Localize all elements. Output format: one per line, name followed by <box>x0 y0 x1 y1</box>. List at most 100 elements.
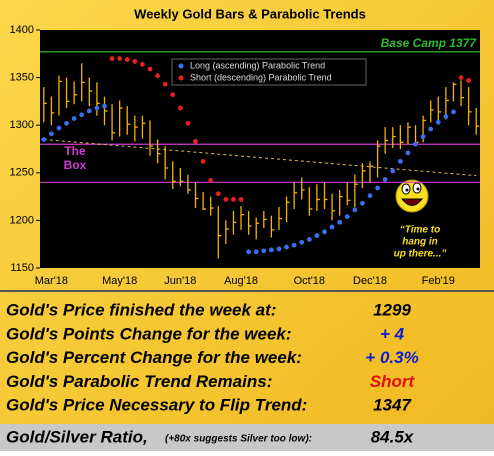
parabolic-dot <box>41 137 47 142</box>
parabolic-dot <box>79 112 85 118</box>
y-tick-label: 1150 <box>10 262 34 274</box>
summary-label: Gold's Price finished the week at: <box>6 300 276 319</box>
parabolic-dot <box>124 57 130 62</box>
callout: hang in <box>402 237 438 248</box>
ratio-note: (+80x suggests Silver too low): <box>165 434 312 445</box>
parabolic-dot <box>71 116 77 121</box>
parabolic-dot <box>390 168 396 174</box>
summary-value: + 4 <box>380 324 405 343</box>
parabolic-dot <box>420 134 426 140</box>
ratio-value: 84.5x <box>371 427 415 446</box>
parabolic-dot <box>413 141 418 147</box>
parabolic-dot <box>140 61 145 67</box>
parabolic-dot <box>314 233 320 239</box>
parabolic-dot <box>231 197 236 202</box>
parabolic-dot <box>162 81 168 87</box>
parabolic-dot <box>428 126 434 132</box>
summary-value: + 0.3% <box>365 348 418 367</box>
parabolic-dot <box>109 56 115 61</box>
parabolic-dot <box>451 109 456 115</box>
callout: up there...” <box>394 249 447 260</box>
y-tick-label: 1250 <box>10 167 34 179</box>
x-tick-label: Feb'19 <box>422 275 455 287</box>
trend-line <box>43 138 477 177</box>
summary-value: Short <box>370 372 416 391</box>
parabolic-dot <box>329 224 335 230</box>
parabolic-dot <box>443 114 449 120</box>
x-tick-label: Dec'18 <box>353 275 387 287</box>
parabolic-dot <box>276 246 282 252</box>
parabolic-dot <box>147 66 153 72</box>
parabolic-dot <box>56 125 62 131</box>
parabolic-dot <box>246 249 252 255</box>
parabolic-dot <box>382 177 388 182</box>
x-tick-label: Mar'18 <box>35 275 68 287</box>
parabolic-dot <box>375 185 380 191</box>
callout: “Time to <box>400 225 440 236</box>
summary-value: 1347 <box>373 396 412 415</box>
parabolic-dot <box>344 214 350 219</box>
divider <box>0 290 494 292</box>
reference-label: Base Camp 1377 <box>381 36 478 50</box>
parabolic-dot <box>352 207 358 213</box>
parabolic-dot <box>268 247 274 253</box>
summary-label: Gold's Parabolic Trend Remains: <box>6 372 272 391</box>
parabolic-dot <box>299 239 305 245</box>
parabolic-dot <box>306 237 312 242</box>
parabolic-dot <box>117 56 123 61</box>
summary-label: Gold's Points Change for the week: <box>6 324 292 343</box>
parabolic-dot <box>458 75 464 80</box>
parabolic-dot <box>185 120 191 126</box>
parabolic-dot <box>253 249 259 255</box>
parabolic-dot <box>102 103 107 109</box>
parabolic-dot <box>193 138 198 144</box>
x-tick-label: Oct'18 <box>294 275 325 287</box>
parabolic-dot <box>48 131 54 137</box>
y-tick-label: 1200 <box>10 214 34 226</box>
legend-box <box>171 58 367 86</box>
x-tick-label: Aug'18 <box>224 275 258 287</box>
parabolic-dot <box>322 229 327 235</box>
parabolic-dot <box>405 150 411 156</box>
parabolic-dot <box>435 119 441 125</box>
parabolic-dot <box>466 78 472 83</box>
summary-label: Gold's Percent Change for the week: <box>6 348 302 367</box>
parabolic-dot <box>284 244 289 250</box>
chart-title: Weekly Gold Bars & Parabolic Trends <box>134 6 366 21</box>
parabolic-dot <box>177 105 183 111</box>
summary-value: 1299 <box>373 300 411 319</box>
parabolic-dot <box>155 73 160 79</box>
smiley <box>395 179 429 213</box>
box-label: Box <box>64 158 87 172</box>
ratio-band <box>0 424 494 451</box>
parabolic-dot <box>238 197 244 202</box>
parabolic-dot <box>360 200 365 206</box>
x-tick-label: May'18 <box>102 275 137 287</box>
parabolic-dot <box>291 242 297 248</box>
parabolic-dot <box>94 105 100 111</box>
ratio-label: Gold/Silver Ratio, <box>6 427 148 446</box>
parabolic-dot <box>215 191 221 197</box>
y-tick-label: 1350 <box>10 72 34 84</box>
parabolic-dot <box>86 108 92 114</box>
parabolic-dot <box>367 193 373 199</box>
parabolic-dot <box>337 219 343 225</box>
parabolic-dot <box>200 158 206 164</box>
legend-marker <box>178 75 184 81</box>
parabolic-dot <box>208 178 214 183</box>
y-tick-label: 1300 <box>10 119 34 131</box>
parabolic-dot <box>397 158 403 164</box>
parabolic-dot <box>261 248 267 254</box>
parabolic-dot <box>64 120 69 126</box>
parabolic-dot <box>223 197 229 202</box>
parabolic-dot <box>132 59 138 64</box>
legend-marker <box>178 63 184 69</box>
summary-label: Gold's Price Necessary to Flip Trend: <box>6 396 307 415</box>
parabolic-dot <box>170 92 176 98</box>
legend-label: Long (ascending) Parabolic Trend <box>190 60 325 70</box>
x-tick-label: Jun'18 <box>164 275 196 287</box>
legend-label: Short (descending) Parabolic Trend <box>190 72 332 82</box>
y-tick-label: 1400 <box>10 24 34 36</box>
box-label: The <box>64 144 86 158</box>
